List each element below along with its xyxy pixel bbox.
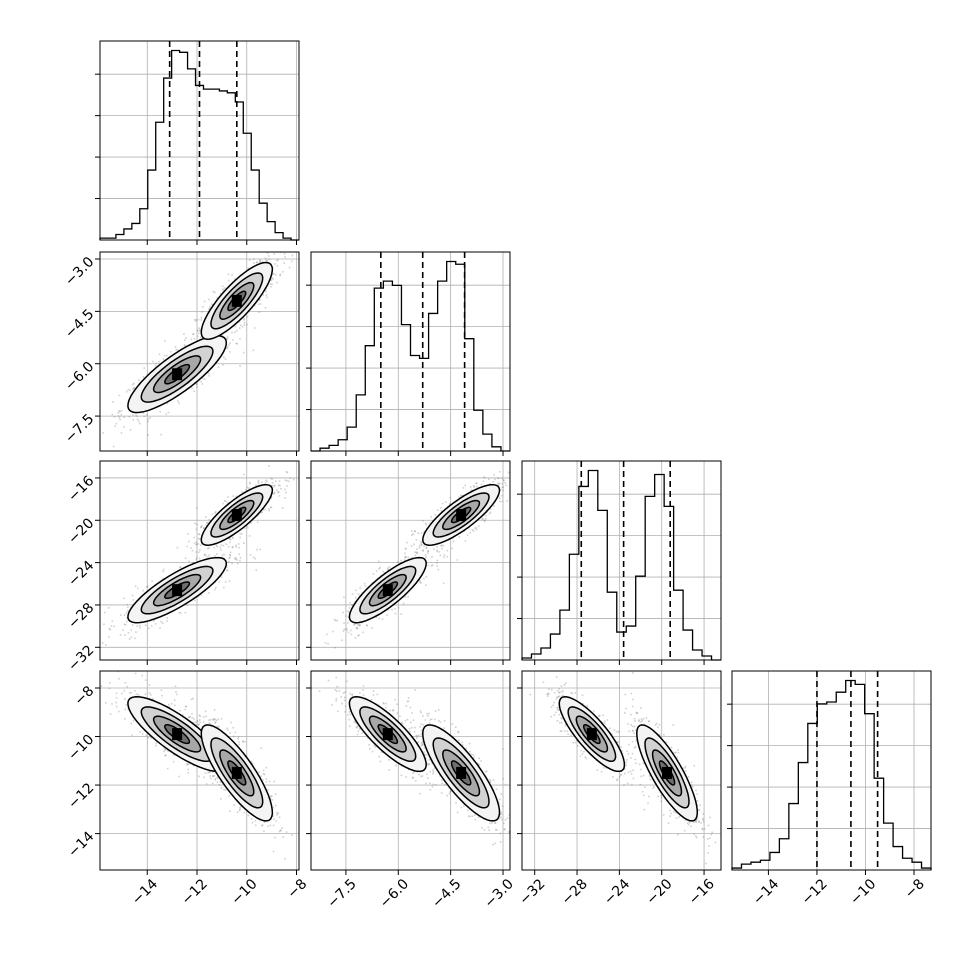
density-peak (586, 728, 597, 741)
x-tick-label: −3.0 (482, 876, 517, 911)
x-tick-label: −12 (799, 876, 831, 908)
scatter-panel-2-1 (306, 460, 511, 665)
histogram-panel-1 (306, 251, 511, 456)
x-tick-label: −16 (686, 876, 718, 908)
density-peak (456, 508, 467, 521)
density-peak (172, 728, 183, 741)
x-tick-label: −8 (902, 876, 928, 902)
panel-frame (310, 460, 511, 661)
density-peak (382, 728, 393, 741)
panel-frame (99, 40, 300, 241)
x-tick-label: −6.0 (377, 876, 412, 911)
y-tick-label: −14 (65, 829, 97, 861)
panel-frame (99, 670, 300, 871)
density-peak (172, 368, 183, 381)
density-peak (662, 766, 673, 779)
x-tick-label: −10 (228, 876, 260, 908)
y-tick-label: −7.5 (62, 411, 97, 446)
histogram-panel-3 (727, 670, 932, 875)
y-tick-label: −20 (65, 515, 97, 547)
x-tick-label: −32 (516, 876, 548, 908)
y-tick-label: −28 (65, 600, 97, 632)
panel-frame (310, 251, 511, 452)
histogram-step (99, 49, 299, 241)
density-peak (172, 584, 183, 597)
x-tick-label: −12 (179, 876, 211, 908)
y-tick-label: −24 (65, 558, 97, 590)
y-tick-label: −4.5 (62, 306, 97, 341)
x-tick-label: −7.5 (324, 876, 359, 911)
density-peak (456, 766, 467, 779)
panel-background (732, 671, 931, 870)
y-tick-label: −6.0 (62, 359, 97, 394)
density-peak (382, 584, 393, 597)
x-tick-label: −28 (559, 876, 591, 908)
panel-frame (731, 670, 932, 871)
density-peak (231, 294, 242, 307)
panel-frame (521, 460, 722, 661)
histogram-step (731, 679, 932, 870)
scatter-panel-2-0 (95, 460, 300, 665)
y-tick-label: −16 (65, 473, 97, 505)
histogram-step (311, 260, 510, 452)
scatter-panel-3-2 (517, 670, 722, 875)
x-tick-label: −24 (601, 876, 633, 908)
y-tick-label: −10 (65, 732, 97, 764)
density-peak (231, 766, 242, 779)
panel-background (100, 41, 299, 240)
scatter-panel-3-1 (306, 670, 511, 875)
panel-frame (310, 670, 511, 871)
x-tick-label: −4.5 (429, 876, 464, 911)
scatter-panel-1-0 (95, 251, 300, 456)
density-peak (231, 508, 242, 521)
x-tick-label: −14 (129, 876, 161, 908)
y-tick-label: −12 (65, 780, 97, 812)
y-tick-label: −8 (71, 683, 97, 709)
x-tick-label: −8 (284, 876, 310, 902)
scatter-panel-3-0 (95, 670, 300, 875)
panel-frame (521, 670, 722, 871)
x-tick-label: −14 (750, 876, 782, 908)
histogram-panel-0 (95, 40, 300, 245)
y-tick-label: −32 (65, 642, 97, 674)
histogram-step (521, 469, 721, 661)
histogram-panel-2 (517, 460, 722, 665)
panel-frame (99, 460, 300, 661)
y-tick-label: −3.0 (62, 254, 97, 289)
panel-frame (99, 251, 300, 452)
x-tick-label: −20 (643, 876, 675, 908)
x-tick-label: −10 (847, 876, 879, 908)
